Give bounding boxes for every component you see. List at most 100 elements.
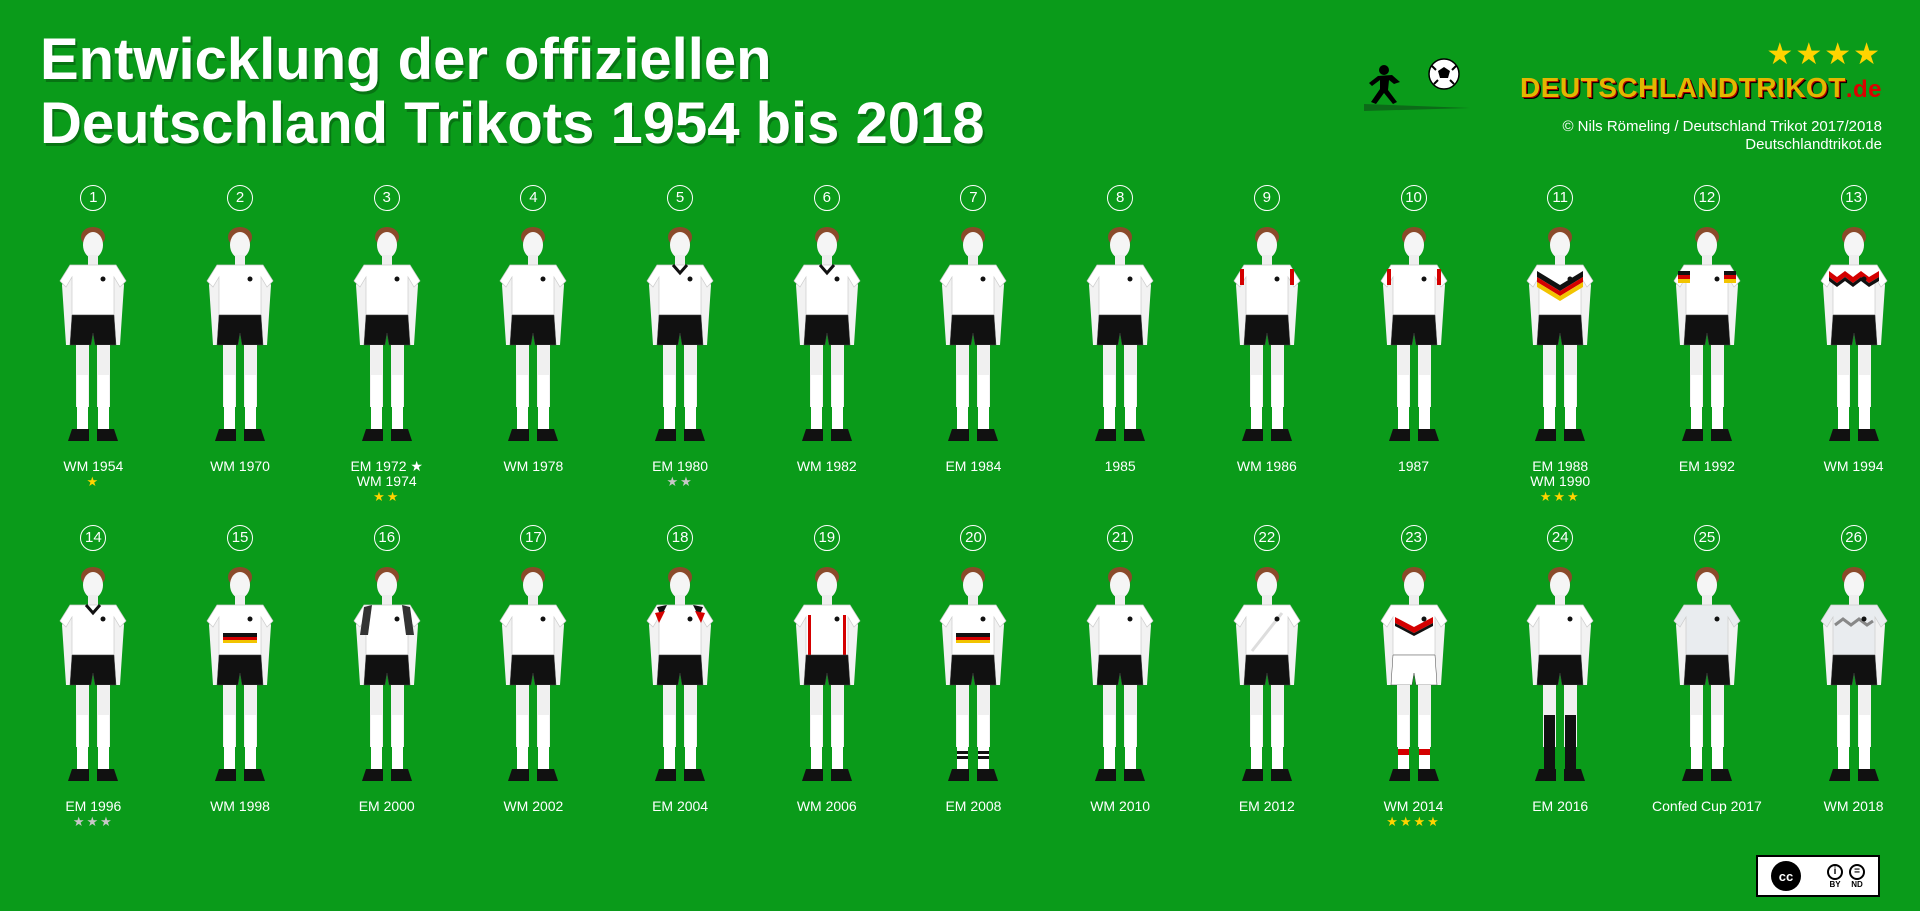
kit-number: 25: [1693, 525, 1720, 551]
player-kit-figure: [1820, 227, 1888, 441]
kit-item: 26 WM 2018: [1780, 525, 1920, 845]
kit-number: 22: [1253, 525, 1280, 551]
kit-label: 1985: [1104, 458, 1136, 474]
player-kit-figure: [1086, 567, 1154, 781]
kit-item: 19 WM 2006: [753, 525, 900, 845]
kit-item: 17 WM 2002: [460, 525, 607, 845]
kit-label: EM 1980: [652, 458, 709, 474]
kit-number: 21: [1107, 525, 1134, 551]
kit-label: EM 2012: [1238, 798, 1295, 814]
player-kit-figure: [646, 567, 714, 781]
kit-item: 16 EM 2000: [313, 525, 460, 845]
player-kit-figure: [1673, 227, 1741, 441]
kit-item: 21 WM 2010: [1047, 525, 1194, 845]
kit-number: 13: [1840, 185, 1867, 211]
player-kit-figure: [353, 227, 421, 441]
kit-label: WM 1978: [503, 458, 564, 474]
kit-item: 4 WM 1978: [460, 185, 607, 525]
kit-label: EM 2016: [1532, 798, 1589, 814]
kit-label: EM 1996: [65, 798, 122, 814]
player-kit-figure: [1820, 567, 1888, 781]
kit-number: 9: [1253, 185, 1280, 211]
license-nd-label: ND: [1851, 879, 1863, 889]
title-line-1: Entwicklung der offiziellen: [40, 27, 772, 92]
kit-label: WM 2010: [1090, 798, 1151, 814]
runner-silhouette-icon: [1364, 58, 1470, 111]
player-kit-figure: [353, 567, 421, 781]
kit-label: EM 2008: [945, 798, 1002, 814]
kit-label: EM 1972 ★ WM 1974: [350, 458, 423, 489]
player-kit-figure: [793, 227, 861, 441]
player-kit-figure: [59, 567, 127, 781]
kit-item: 8 1985: [1047, 185, 1194, 525]
cc-license-badge[interactable]: cc i BY = ND: [1756, 855, 1880, 897]
kit-item: 15 WM 1998: [167, 525, 314, 845]
kit-label: WM 1994: [1823, 458, 1884, 474]
player-kit-figure: [1233, 227, 1301, 441]
kit-item: 10 1987: [1340, 185, 1487, 525]
kit-label: WM 1982: [796, 458, 857, 474]
player-kit-figure: [1673, 567, 1741, 781]
kit-number: 4: [520, 185, 547, 211]
kit-number: 8: [1107, 185, 1134, 211]
brand-stars: ★★★★: [1766, 38, 1882, 71]
kit-number: 18: [667, 525, 694, 551]
player-kit-figure: [206, 567, 274, 781]
kit-number: 24: [1547, 525, 1574, 551]
license-nd: = ND: [1849, 863, 1865, 889]
player-kit-figure: [206, 227, 274, 441]
kit-number: 1: [80, 185, 107, 211]
kit-number: 11: [1547, 185, 1574, 211]
kit-label: 1987: [1397, 458, 1430, 474]
license-by: i BY: [1827, 863, 1843, 889]
kit-label: Confed Cup 2017: [1652, 798, 1762, 814]
copyright: © Nils Römeling / Deutschland Trikot 201…: [1562, 118, 1882, 154]
kit-item: 18 EM 2004: [607, 525, 754, 845]
player-kit-figure: [1526, 227, 1594, 441]
title-stars: ★: [86, 474, 101, 489]
kit-label: EM 1992: [1678, 458, 1735, 474]
title-stars: ★★: [373, 489, 401, 504]
player-kit-figure: [940, 227, 1007, 441]
brand-logo[interactable]: DEUTSCHLANDTRIKOT.de: [1362, 58, 1882, 111]
kit-item: 13 WM 1994: [1780, 185, 1920, 525]
kit-label: WM 2002: [503, 798, 564, 814]
kit-item: 2 WM 1970: [167, 185, 314, 525]
kit-item: 6 WM 1982: [753, 185, 900, 525]
page-title: Entwicklung der offiziellen Deutschland …: [40, 28, 985, 156]
brand-logo-tld: .de: [1845, 76, 1882, 103]
player-kit-figure: [646, 227, 714, 441]
kit-item: 22 EM 2012: [1194, 525, 1341, 845]
player-kit-figure: [499, 227, 567, 441]
player-kit-figure: [1086, 227, 1154, 441]
brand-header: ★★★★ DEUTSCHLANDTRIKOT.de © Nils Römelin…: [1342, 38, 1882, 158]
kit-number: 6: [813, 185, 840, 211]
kit-number: 26: [1840, 525, 1867, 551]
kits-grid: 1 WM 1954 ★ 2 WM 1970 3 EM 1972 ★ WM 1974 ★★ 4 WM…: [20, 185, 1900, 845]
kit-item: 12 EM 1992: [1634, 185, 1781, 525]
player-kit-figure: [1380, 567, 1447, 781]
kit-item: 3 EM 1972 ★ WM 1974 ★★: [313, 185, 460, 525]
player-kit-figure: [1526, 567, 1594, 781]
kit-item: 20 EM 2008: [900, 525, 1047, 845]
no-derivatives-icon: =: [1849, 863, 1865, 880]
kit-number: 12: [1693, 185, 1720, 211]
player-kit-figure: [940, 567, 1007, 781]
copyright-url[interactable]: Deutschlandtrikot.de: [1745, 136, 1882, 153]
kit-number: 16: [373, 525, 400, 551]
kit-label: WM 2018: [1823, 798, 1884, 814]
kit-label: WM 2006: [796, 798, 857, 814]
title-stars: ★★: [666, 474, 694, 489]
kit-item: 7 EM 1984: [900, 185, 1047, 525]
kit-label: EM 1984: [945, 458, 1002, 474]
brand-logo-text: DEUTSCHLANDTRIKOT.de: [1520, 72, 1882, 104]
license-by-label: BY: [1829, 879, 1841, 889]
brand-logo-main: DEUTSCHLANDTRIKOT: [1520, 72, 1846, 103]
title-stars: ★★★★: [1386, 814, 1441, 829]
kit-item: 23 WM 2014 ★★★★: [1340, 525, 1487, 845]
kit-item: 24 EM 2016: [1487, 525, 1634, 845]
kit-number: 2: [227, 185, 254, 211]
kit-number: 17: [520, 525, 547, 551]
player-kit-figure: [793, 567, 861, 781]
player-kit-figure: [1233, 567, 1301, 781]
